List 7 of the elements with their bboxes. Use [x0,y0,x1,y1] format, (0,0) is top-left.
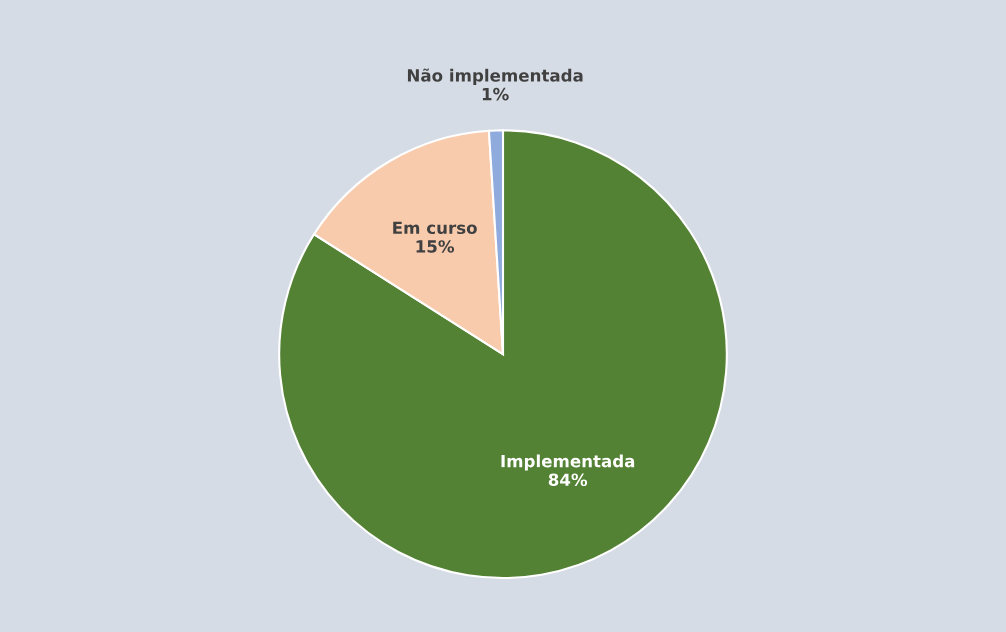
data-label: 84% [548,473,588,487]
slice-label: Implementada [501,454,635,471]
slice-label: Não implementada [407,68,583,85]
data-label: 15% [416,240,455,253]
slice-label: Em curso [393,221,477,235]
data-label: 1% [482,87,509,101]
pie-slice [278,129,728,580]
